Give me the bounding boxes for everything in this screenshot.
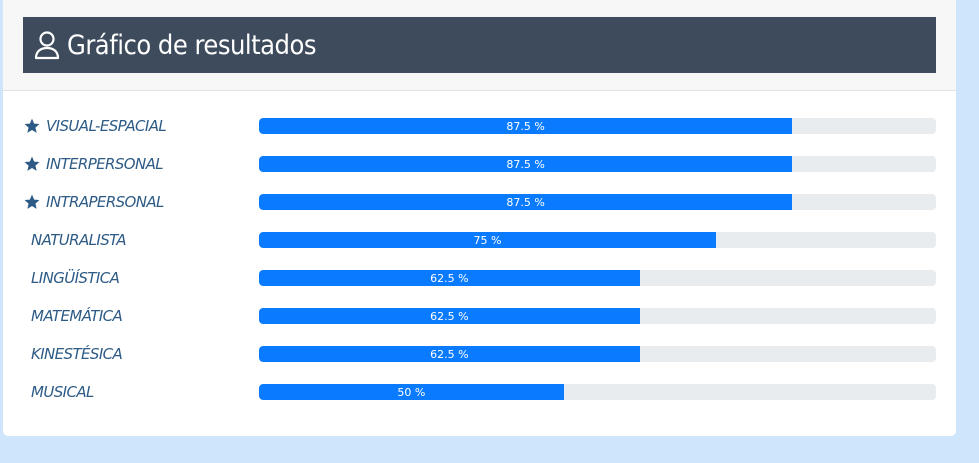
progress-track: 75 % [259,232,936,248]
result-label-wrap: KINESTÉSICA [23,344,123,364]
card-header: Gráfico de resultados [3,0,956,91]
result-label-wrap: INTERPERSONAL [23,154,164,174]
progress-bar: 62.5 % [259,270,640,286]
results-card: Gráfico de resultados VISUAL-ESPACIAL 87.… [3,0,956,436]
result-row: INTERPERSONAL 87.5 % [3,154,956,174]
result-row: LINGÜÍSTICA 62.5 % [3,268,956,288]
progress-bar: 87.5 % [259,194,793,210]
star-icon [23,117,41,135]
star-icon [23,155,41,173]
result-label-wrap: INTRAPERSONAL [23,192,164,212]
result-row: INTRAPERSONAL 87.5 % [3,192,956,212]
progress-bar: 75 % [259,232,716,248]
result-label: NATURALISTA [31,231,127,249]
result-row: NATURALISTA 75 % [3,230,956,250]
result-label: INTERPERSONAL [46,155,164,173]
result-row: KINESTÉSICA 62.5 % [3,344,956,364]
title-bar: Gráfico de resultados [23,17,936,73]
progress-track: 87.5 % [259,118,936,134]
progress-track: 62.5 % [259,308,936,324]
result-label-wrap: VISUAL-ESPACIAL [23,116,167,136]
result-label: INTRAPERSONAL [46,193,164,211]
progress-bar: 87.5 % [259,118,793,134]
star-icon [23,193,41,211]
result-label: VISUAL-ESPACIAL [46,117,167,135]
progress-bar: 62.5 % [259,346,640,362]
result-label-wrap: MATEMÁTICA [23,306,123,326]
progress-bar: 50 % [259,384,564,400]
result-row: MATEMÁTICA 62.5 % [3,306,956,326]
progress-track: 62.5 % [259,270,936,286]
result-label: MATEMÁTICA [31,307,123,325]
progress-track: 62.5 % [259,346,936,362]
page-title: Gráfico de resultados [67,29,316,61]
result-label-wrap: NATURALISTA [23,230,127,250]
progress-bar: 87.5 % [259,156,793,172]
progress-track: 87.5 % [259,194,936,210]
result-row: VISUAL-ESPACIAL 87.5 % [3,116,956,136]
user-icon [33,30,61,60]
result-row: MUSICAL 50 % [3,382,956,402]
progress-bar: 62.5 % [259,308,640,324]
result-label-wrap: MUSICAL [23,382,94,402]
progress-track: 50 % [259,384,936,400]
result-label: LINGÜÍSTICA [31,269,120,287]
result-label: MUSICAL [31,383,94,401]
result-label: KINESTÉSICA [31,345,123,363]
progress-track: 87.5 % [259,156,936,172]
result-label-wrap: LINGÜÍSTICA [23,268,120,288]
